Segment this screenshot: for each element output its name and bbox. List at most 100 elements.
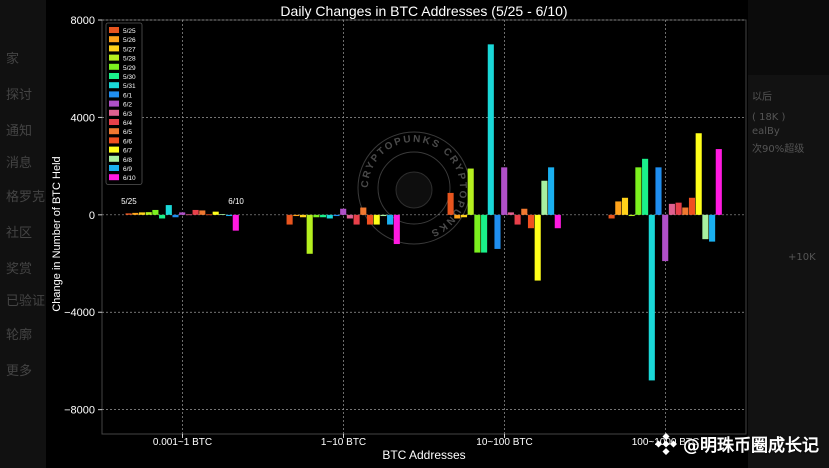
bar-5-27-2 (460, 214, 468, 218)
bar-5-28-1 (306, 214, 313, 254)
chart-title: Daily Changes in BTC Addresses (5/25 - 6… (280, 3, 567, 19)
x-tick-label: 0.001~1 BTC (153, 437, 212, 448)
bar-5-29-0 (152, 209, 159, 215)
background-sidebar-item: 探讨 (6, 88, 33, 103)
background-sidebar-item: 格罗克 (6, 190, 46, 205)
plot-area (101, 19, 747, 435)
bar-5-27-1 (299, 214, 307, 218)
annotation-last-day: 6/10 (228, 197, 244, 206)
bar-6-2-0 (179, 212, 186, 215)
annotation-first-day: 5/25 (121, 197, 137, 206)
bar-6-6-0 (205, 214, 213, 216)
bar-5-26-2 (454, 214, 461, 219)
y-tick-label: −8000 (64, 405, 95, 417)
chart-figure: Daily Changes in BTC Addresses (5/25 - 6… (46, 0, 748, 468)
bar-5-26-0 (132, 212, 139, 215)
legend-label: 5/30 (123, 74, 136, 81)
bar-5-27-0 (138, 212, 146, 215)
bar-5-26-1 (293, 214, 300, 217)
legend-label: 5/25 (123, 28, 136, 35)
legend-swatch (109, 100, 119, 107)
chart-svg: Daily Changes in BTC Addresses (5/25 - 6… (51, 3, 747, 462)
legend-swatch (109, 54, 119, 61)
bar-6-9-1 (387, 214, 394, 225)
bar-5-28-2 (467, 168, 474, 215)
bar-6-8-2 (541, 180, 548, 215)
bar-6-7-3 (695, 133, 702, 215)
bar-6-3-2 (507, 212, 514, 215)
legend-swatch (109, 109, 119, 116)
bar-6-8-3 (702, 214, 709, 240)
legend-label: 6/5 (123, 129, 132, 136)
y-tick-label: 0 (89, 210, 95, 222)
background-panel-text: 以后 (752, 92, 772, 103)
bar-6-2-3 (662, 214, 669, 262)
legend: 5/25 5/26 5/27 5/28 5/29 5/30 5/31 6/1 6/2 6/3 6/4… (105, 22, 143, 185)
x-axis-label: BTC Addresses (382, 448, 465, 462)
legend-label: 5/29 (123, 65, 136, 72)
legend-label: 5/31 (123, 83, 136, 90)
legend-label: 5/27 (123, 46, 136, 53)
bar-6-7-0 (212, 211, 219, 215)
bar-6-5-2 (521, 208, 528, 215)
legend-swatch (109, 174, 119, 181)
bar-5-31-2 (487, 44, 494, 215)
legend-swatch (109, 128, 119, 135)
bars (125, 44, 722, 381)
bar-6-1-1 (333, 214, 340, 217)
bar-6-2-1 (340, 208, 347, 215)
y-axis-label: Change in Number of BTC Held (51, 156, 63, 311)
background-panel-text: 次90%超级 (752, 144, 805, 155)
bar-5-28-0 (145, 212, 152, 215)
background-right-panel (748, 75, 829, 468)
bar-5-29-2 (474, 214, 481, 253)
bar-6-6-2 (527, 214, 535, 229)
bar-6-3-3 (668, 203, 675, 215)
legend-label: 6/4 (123, 120, 132, 127)
bar-6-7-1 (373, 214, 380, 225)
bar-5-31-3 (648, 214, 655, 381)
bar-6-3-0 (185, 214, 192, 216)
background-sidebar-item: 轮廓 (6, 328, 33, 343)
watermark: @明珠币圈成长记 (655, 431, 819, 456)
legend-label: 6/3 (123, 111, 132, 118)
bar-5-30-1 (320, 214, 327, 218)
bar-6-8-1 (380, 214, 387, 217)
background-panel-text: ( 18K ) (752, 112, 786, 123)
background-sidebar-item: 消息 (6, 156, 33, 171)
bar-6-10-0 (232, 214, 239, 231)
bar-5-30-2 (481, 214, 488, 253)
bar-6-10-2 (554, 214, 561, 229)
bar-6-4-3 (675, 202, 682, 215)
bar-6-4-0 (192, 209, 199, 215)
legend-swatch (109, 146, 119, 153)
bar-6-1-2 (494, 214, 501, 249)
y-tick-label: 4000 (71, 112, 95, 124)
background-sidebar-item: 家 (6, 52, 20, 67)
bar-5-30-0 (159, 214, 166, 219)
background-sidebar-item: 社区 (6, 226, 33, 241)
legend-swatch (109, 137, 119, 144)
watermark-text: @明珠币圈成长记 (683, 436, 819, 456)
background-sidebar-item: 更多 (6, 364, 33, 379)
grid (102, 19, 746, 434)
bar-6-6-1 (366, 214, 374, 225)
bar-6-5-3 (682, 207, 689, 215)
bar-5-25-0 (125, 213, 132, 215)
bar-6-4-1 (353, 214, 360, 225)
bar-6-1-0 (172, 214, 179, 218)
bar-5-27-3 (621, 197, 629, 215)
background-sidebar-item: 通知 (6, 124, 33, 139)
legend-swatch (109, 73, 119, 79)
bar-6-3-1 (346, 214, 353, 219)
legend-swatch (109, 91, 119, 98)
legend-label: 6/7 (123, 148, 132, 155)
bar-6-1-3 (655, 167, 662, 215)
bar-5-31-0 (165, 205, 172, 215)
bar-6-6-3 (688, 197, 696, 215)
legend-swatch (109, 63, 119, 70)
legend-label: 6/2 (123, 102, 132, 109)
bar-6-5-0 (199, 210, 206, 215)
x-tick-label: 1~10 BTC (321, 437, 366, 448)
